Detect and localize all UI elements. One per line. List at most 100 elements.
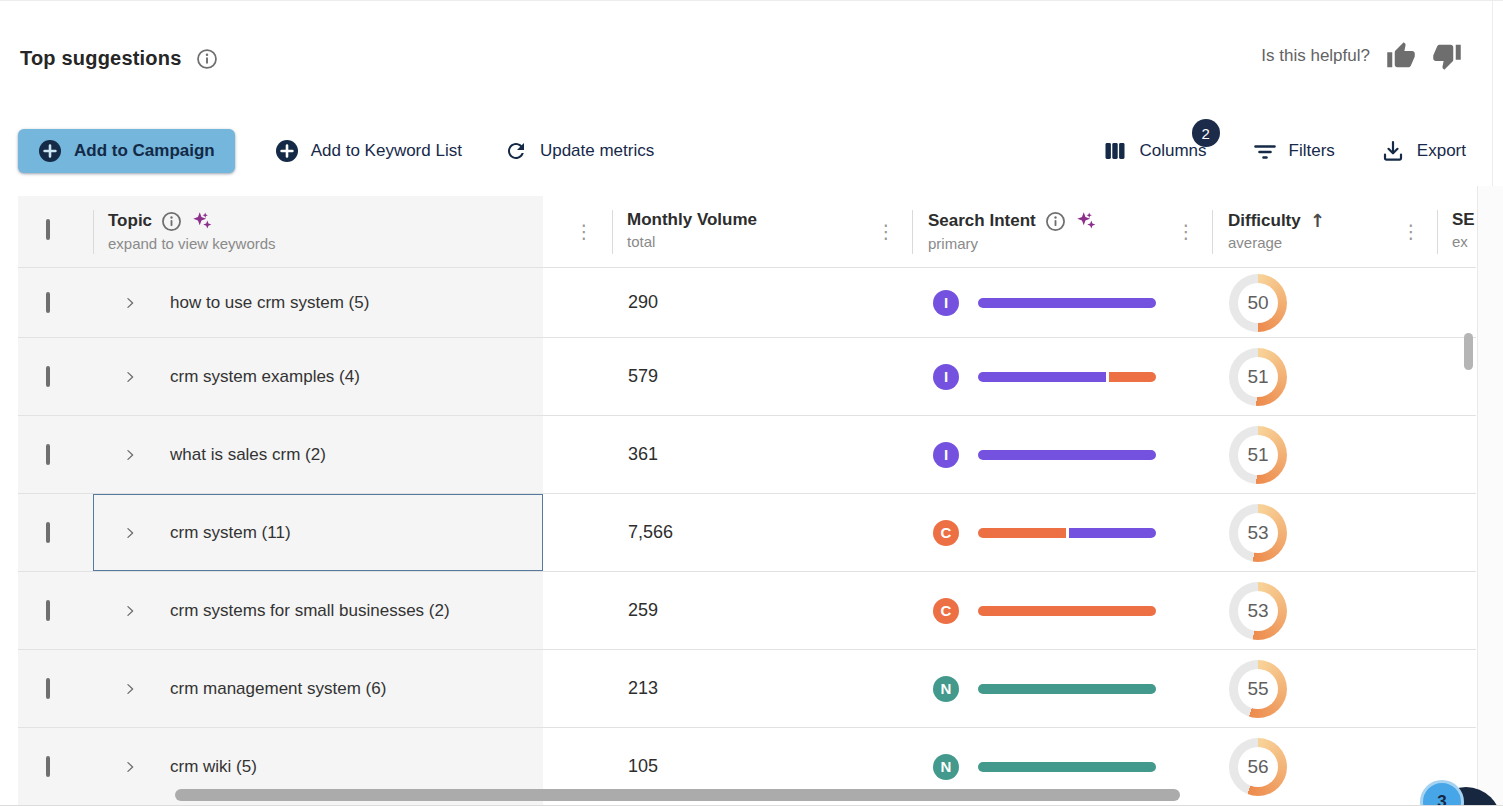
thumbs-down-icon[interactable] <box>1432 41 1462 71</box>
row-checkbox[interactable] <box>46 756 50 777</box>
columns-icon <box>1103 139 1127 163</box>
topic-cell[interactable]: what is sales crm (2) <box>93 416 543 493</box>
monthly-volume-value: 105 <box>543 756 913 777</box>
difficulty-column-title: Difficulty <box>1228 211 1301 231</box>
thumbs-up-icon[interactable] <box>1386 41 1416 71</box>
difficulty-donut: 55 <box>1229 660 1287 718</box>
chevron-right-icon[interactable] <box>123 682 137 696</box>
search-intent-column-menu-icon[interactable]: ⋮ <box>1176 216 1196 246</box>
info-icon[interactable] <box>196 48 218 70</box>
sort-ascending-icon[interactable]: ↑ <box>1310 210 1325 231</box>
table-row: crm management system (6) 213 N 55 <box>18 650 1476 728</box>
intent-badge: N <box>933 754 959 780</box>
difficulty-cell: 50 <box>1213 274 1437 332</box>
topic-column-header[interactable]: Topic expand to view keywords <box>108 210 276 252</box>
info-icon[interactable] <box>1045 211 1066 232</box>
row-checkbox[interactable] <box>46 444 50 465</box>
chevron-right-icon[interactable] <box>123 448 137 462</box>
chevron-right-icon[interactable] <box>123 526 137 540</box>
topic-cell[interactable]: how to use crm system (5) <box>93 268 543 337</box>
intent-bar-segment <box>1109 372 1156 382</box>
topic-cell[interactable]: crm management system (6) <box>93 650 543 727</box>
row-checkbox-cell <box>18 294 93 312</box>
columns-button[interactable]: Columns 2 <box>1103 139 1206 163</box>
horizontal-scrollbar-thumb[interactable] <box>175 789 1180 801</box>
chevron-right-icon[interactable] <box>123 296 137 310</box>
topic-label: how to use crm system (5) <box>170 293 369 313</box>
table-row: how to use crm system (5) 290 I 50 <box>18 268 1476 338</box>
intent-bar-segment <box>978 450 1156 460</box>
topic-label: crm system (11) <box>170 523 291 543</box>
topic-label: what is sales crm (2) <box>170 445 326 465</box>
page-edge-divider <box>1492 1 1493 186</box>
monthly-volume-value: 290 <box>543 292 913 313</box>
header-divider <box>912 210 913 254</box>
page-title: Top suggestions <box>20 47 182 70</box>
update-metrics-button[interactable]: Update metrics <box>504 139 654 163</box>
search-intent-column-header[interactable]: Search Intent primary <box>928 210 1097 252</box>
add-to-keyword-list-button[interactable]: Add to Keyword List <box>275 139 462 163</box>
difficulty-column-menu-icon[interactable]: ⋮ <box>1401 216 1421 246</box>
monthly-volume-value: 7,566 <box>543 522 913 543</box>
add-to-campaign-button[interactable]: Add to Campaign <box>18 129 235 173</box>
update-metrics-label: Update metrics <box>540 141 654 161</box>
plus-circle-icon <box>38 139 62 163</box>
helpful-prompt: Is this helpful? <box>1261 46 1370 66</box>
export-button[interactable]: Export <box>1381 139 1466 163</box>
intent-badge: C <box>933 520 959 546</box>
intent-bar-segment <box>978 606 1156 616</box>
row-checkbox[interactable] <box>46 366 50 387</box>
intent-badge: I <box>933 442 959 468</box>
monthly-volume-column-header[interactable]: Monthly Volume total <box>627 210 757 250</box>
monthly-volume-value: 259 <box>543 600 913 621</box>
chevron-right-icon[interactable] <box>123 604 137 618</box>
difficulty-column-header[interactable]: Difficulty ↑ average <box>1228 210 1325 251</box>
chevron-right-icon[interactable] <box>123 760 137 774</box>
row-checkbox[interactable] <box>46 678 50 699</box>
monthly-volume-value: 361 <box>543 444 913 465</box>
difficulty-donut: 56 <box>1229 738 1287 796</box>
monthly-volume-value: 213 <box>543 678 913 699</box>
filters-button[interactable]: Filters <box>1253 139 1335 163</box>
difficulty-donut: 50 <box>1229 274 1287 332</box>
difficulty-cell: 51 <box>1213 426 1437 484</box>
table-body: how to use crm system (5) 290 I 50 <box>18 268 1476 806</box>
difficulty-cell: 53 <box>1213 504 1437 562</box>
serp-column-header[interactable]: SE ex <box>1452 210 1475 250</box>
difficulty-value: 55 <box>1247 678 1268 700</box>
difficulty-donut: 51 <box>1229 426 1287 484</box>
row-checkbox-cell <box>18 602 93 620</box>
row-checkbox[interactable] <box>46 522 50 543</box>
difficulty-cell: 55 <box>1213 660 1437 718</box>
chevron-right-icon[interactable] <box>123 370 137 384</box>
table-row: crm system examples (4) 579 I 51 <box>18 338 1476 416</box>
plus-circle-icon <box>275 139 299 163</box>
topic-cell[interactable]: crm system examples (4) <box>93 338 543 415</box>
topic-cell[interactable]: crm system (11) <box>93 494 543 571</box>
search-intent-cell: C <box>913 598 1213 624</box>
intent-distribution-bar <box>978 372 1156 382</box>
monthly-volume-column-menu-icon[interactable]: ⋮ <box>876 216 896 246</box>
topic-column-title: Topic <box>108 211 152 231</box>
topic-cell[interactable]: crm systems for small businesses (2) <box>93 572 543 649</box>
row-checkbox-cell <box>18 758 93 776</box>
select-all-checkbox[interactable] <box>46 219 50 240</box>
row-checkbox[interactable] <box>46 292 50 313</box>
vertical-scrollbar-thumb[interactable] <box>1464 333 1473 370</box>
topic-column-menu-icon[interactable]: ⋮ <box>574 216 594 246</box>
intent-bar-segment <box>978 372 1106 382</box>
search-intent-column-subtitle: primary <box>928 235 1097 252</box>
row-checkbox[interactable] <box>46 600 50 621</box>
table-row: crm system (11) 7,566 C 53 <box>18 494 1476 572</box>
difficulty-value: 56 <box>1247 756 1268 778</box>
info-icon[interactable] <box>161 211 182 232</box>
intent-bar-segment <box>978 684 1156 694</box>
search-intent-cell: C <box>913 520 1213 546</box>
suggestions-table: Topic expand to view keywords ⋮ Monthly … <box>18 196 1476 806</box>
search-intent-cell: I <box>913 290 1213 316</box>
monthly-volume-column-title: Monthly Volume <box>627 210 757 230</box>
header-divider <box>1437 210 1438 254</box>
serp-column-subtitle: ex <box>1452 233 1475 250</box>
difficulty-cell: 56 <box>1213 738 1437 796</box>
row-checkbox-cell <box>18 368 93 386</box>
